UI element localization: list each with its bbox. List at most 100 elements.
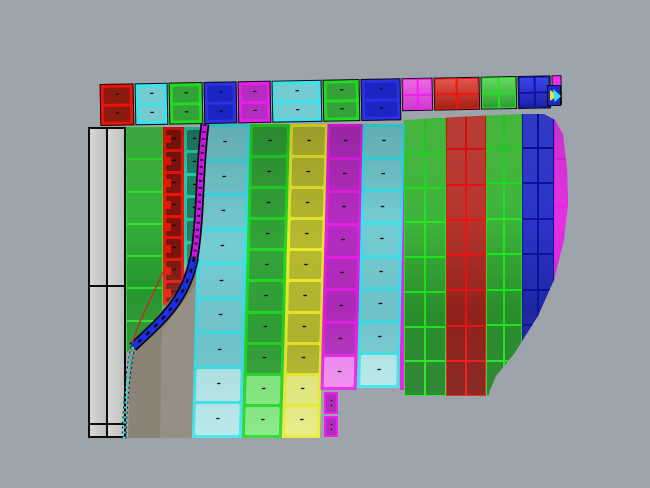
surface-panel[interactable]	[434, 78, 457, 95]
surface-panel[interactable]	[126, 127, 163, 160]
surface-panel[interactable]	[466, 255, 486, 291]
surface-panel[interactable]: ▪▪▪▪	[244, 406, 280, 435]
surface-panel[interactable]	[486, 183, 504, 219]
surface-panel[interactable]: ▪▪▪▪	[241, 84, 267, 101]
surface-panel-tab[interactable]: ▪▪	[324, 392, 338, 414]
surface-panel[interactable]: ▪▪▪▪	[207, 85, 233, 102]
surface-panel[interactable]: ▪▪▪▪	[241, 103, 268, 120]
surface-panel[interactable]	[446, 360, 466, 396]
surface-panel[interactable]	[446, 219, 466, 255]
surface-panel[interactable]: ▪▪▪▪	[362, 257, 399, 288]
surface-panel[interactable]: ▪▪▪▪	[290, 189, 324, 218]
surface-panel[interactable]: ▪▪▪▪	[284, 406, 318, 435]
band-panel-band-green-2[interactable]: ▪▪▪▪ ▪▪▪▪	[322, 79, 361, 122]
surface-panel[interactable]: ▪▪▪▪	[329, 127, 361, 157]
surface-panel[interactable]: ▪▪▪▪	[197, 299, 243, 332]
surface-panel[interactable]: ▪▪▪▪	[194, 403, 240, 436]
surface-panel[interactable]: ▪▪▪▪	[103, 87, 130, 104]
surface-panel[interactable]	[522, 114, 538, 148]
panel-strip-left-red[interactable]: ▪▪▪▪ ▪▪▪▪ ▪▪▪▪ ▪▪▪▪ ▪▪▪▪ ▪▪▪▪ ▪▪▪▪ ▪▪▪▪	[163, 127, 184, 305]
panel-strip-yellow-main[interactable]: ▪▪▪▪ ▪▪▪▪ ▪▪▪▪ ▪▪▪▪ ▪▪▪▪ ▪▪▪▪ ▪▪▪▪ ▪▪▪▪ ▪▪▪▪ ▪▪▪▪	[281, 124, 329, 438]
surface-panel[interactable]	[434, 93, 458, 110]
surface-panel[interactable]	[446, 255, 466, 291]
surface-panel[interactable]	[504, 254, 522, 290]
surface-panel[interactable]	[466, 219, 486, 255]
panel-strip-magenta-rim-r[interactable]	[554, 114, 568, 396]
surface-panel[interactable]: ▪▪▪▪	[364, 100, 398, 117]
surface-panel[interactable]	[481, 77, 499, 94]
surface-panel[interactable]: ▪▪▪▪	[275, 102, 319, 119]
surface-panel[interactable]	[504, 360, 522, 396]
surface-panel[interactable]	[538, 114, 554, 148]
surface-panel[interactable]	[402, 78, 418, 95]
panel-strip-green-grid[interactable]	[404, 118, 446, 396]
surface-panel[interactable]	[554, 114, 568, 160]
surface-panel[interactable]	[504, 183, 522, 219]
surface-panel[interactable]: ▪▪▪▪	[275, 83, 318, 101]
surface-panel[interactable]: ▪▪▪▪	[166, 151, 181, 171]
surface-panel[interactable]	[538, 325, 554, 361]
surface-panel[interactable]: ▪▪▪▪	[245, 375, 281, 404]
surface-panel[interactable]: ▪▪▪▪	[251, 158, 287, 187]
surface-panel[interactable]: ▪▪▪▪	[360, 355, 397, 385]
band-panel-band-cyan-wide[interactable]: ▪▪▪▪ ▪▪▪▪	[271, 79, 323, 123]
band-panel-band-cyan[interactable]: ▪▪▪▪ ▪▪▪▪	[134, 82, 169, 126]
surface-panel[interactable]	[486, 147, 504, 183]
surface-panel[interactable]: ▪▪▪▪	[364, 82, 397, 99]
surface-panel[interactable]	[425, 257, 446, 292]
surface-panel[interactable]	[504, 114, 522, 148]
band-panel-band-blue[interactable]: ▪▪▪▪ ▪▪▪▪	[203, 81, 238, 124]
surface-panel[interactable]	[481, 92, 500, 109]
surface-panel[interactable]	[404, 291, 425, 327]
surface-panel[interactable]: ▪▪▪▪	[138, 105, 165, 122]
surface-panel[interactable]	[126, 191, 163, 224]
surface-panel[interactable]	[404, 361, 425, 396]
surface-panel[interactable]	[446, 184, 466, 220]
surface-panel[interactable]: ▪▪▪▪	[202, 127, 248, 159]
surface-panel[interactable]: ▪▪▪▪	[246, 344, 282, 373]
surface-panel[interactable]: ▪▪▪▪	[138, 86, 164, 103]
surface-panel[interactable]	[466, 149, 486, 185]
surface-panel[interactable]	[486, 254, 504, 290]
surface-panel[interactable]: ▪▪▪▪	[328, 159, 360, 190]
surface-panel[interactable]: ▪▪▪▪	[247, 313, 283, 342]
panel-strip-cyan-main[interactable]: ▪▪▪▪ ▪▪▪▪ ▪▪▪▪ ▪▪▪▪ ▪▪▪▪ ▪▪▪▪ ▪▪▪▪ ▪▪▪▪ ▪▪▪▪	[191, 124, 251, 438]
band-panel-band-red-pl[interactable]	[433, 76, 481, 111]
surface-panel[interactable]	[554, 206, 568, 254]
surface-panel[interactable]	[522, 147, 538, 183]
surface-panel[interactable]: ▪▪▪▪	[201, 161, 247, 194]
surface-panel[interactable]: ▪▪▪▪	[292, 127, 326, 156]
surface-panel[interactable]	[446, 149, 466, 185]
surface-panel[interactable]: ▪▪▪▪	[172, 86, 199, 103]
surface-panel[interactable]	[522, 254, 538, 290]
surface-panel[interactable]	[404, 326, 425, 362]
surface-panel[interactable]	[538, 147, 554, 183]
surface-panel[interactable]	[538, 289, 554, 325]
surface-panel[interactable]	[126, 223, 163, 257]
surface-panel[interactable]: ▪▪▪▪	[103, 105, 131, 122]
surface-panel[interactable]	[404, 152, 425, 188]
surface-panel[interactable]: ▪▪▪▪	[166, 217, 181, 237]
surface-panel[interactable]: ▪▪▪▪	[166, 173, 181, 193]
surface-panel[interactable]: ▪▪▪▪	[365, 127, 402, 157]
surface-panel[interactable]: ▪▪▪▪	[166, 130, 181, 149]
surface-panel[interactable]	[404, 222, 425, 257]
surface-panel-tab[interactable]: ▪▪	[324, 416, 338, 437]
surface-panel[interactable]	[417, 94, 433, 110]
surface-panel[interactable]: ▪▪▪▪	[195, 368, 241, 401]
surface-panel[interactable]	[126, 159, 163, 192]
surface-panel[interactable]: ▪▪▪▪	[289, 251, 322, 280]
band-panel-band-green-pl[interactable]	[480, 75, 518, 110]
surface-panel[interactable]: ▪▪▪▪	[360, 322, 398, 353]
surface-panel[interactable]: ▪▪▪▪	[172, 104, 200, 121]
mast-column[interactable]	[88, 127, 126, 438]
surface-panel[interactable]	[554, 301, 568, 349]
surface-panel[interactable]: ▪▪▪▪	[323, 357, 355, 387]
surface-panel[interactable]	[466, 290, 486, 326]
surface-panel[interactable]	[486, 114, 504, 148]
surface-panel[interactable]	[522, 360, 538, 396]
surface-panel[interactable]: ▪▪▪▪	[166, 195, 181, 215]
surface-panel[interactable]: ▪▪▪▪	[324, 324, 356, 355]
surface-panel[interactable]: ▪▪▪▪	[286, 344, 320, 373]
surface-panel[interactable]	[466, 325, 486, 361]
